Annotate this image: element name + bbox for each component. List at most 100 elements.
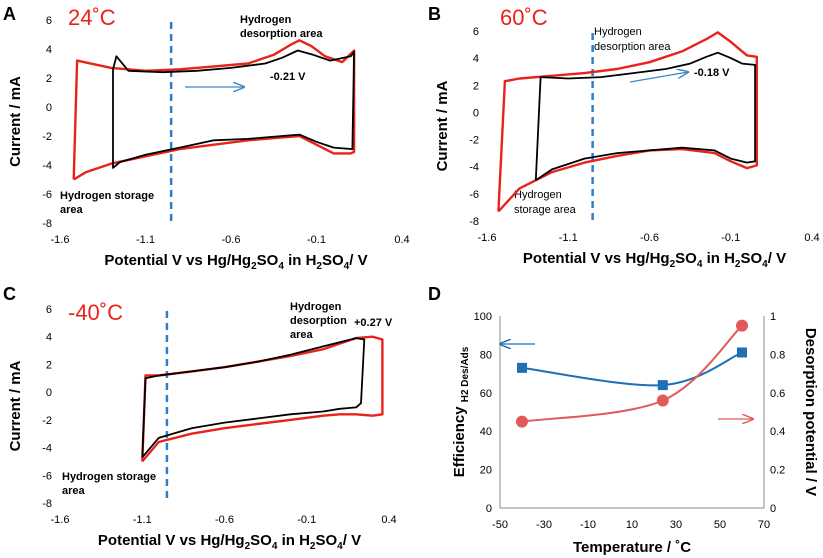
panel-label-d: D [428, 284, 441, 304]
x-tick-label: -10 [580, 519, 596, 531]
x-tick-label: -0.6 [222, 234, 241, 246]
axis-title-part: Potential V vs Hg/Hg [523, 250, 670, 267]
axis-title-part: Potential V vs Hg/Hg [104, 252, 251, 269]
panel-a: 24˚C Hydrogen desorption area -0.21 V Hy… [7, 5, 410, 272]
y-tick-label: 2 [473, 80, 479, 92]
y-tick-label: 2 [46, 73, 52, 85]
axis-title-part: SO [675, 250, 697, 267]
x-tick-label: -1.6 [478, 232, 497, 244]
storage-annotation-line2: storage area [514, 204, 577, 216]
desorption-potential-marker [736, 319, 748, 332]
y-tick-label: -8 [42, 218, 52, 230]
axis-title-part: 4 [337, 541, 343, 552]
left-y-tick-label: 80 [480, 349, 492, 361]
axis-title-part: 2 [245, 541, 251, 552]
desorption-annotation-line1: Hydrogen [290, 301, 342, 313]
peak-potential-label: -0.18 V [694, 67, 730, 79]
axis-title-part: / V [349, 252, 367, 269]
axis-title-part: Potential V vs Hg/Hg [98, 532, 245, 549]
right-y-axis-title: Desorption potential / V [802, 328, 819, 496]
right-y-tick-label: 0.8 [770, 349, 785, 361]
panel-label-b: B [428, 4, 441, 24]
temperature-label: -40˚C [68, 300, 123, 325]
x-axis-title: Potential V vs Hg/Hg2SO4 in H2SO4/ V [523, 250, 786, 270]
temperature-label: 60˚C [500, 5, 548, 30]
y-axis-title: Current / mA [7, 76, 24, 167]
x-tick-label: -1.6 [51, 234, 70, 246]
desorption-annotation-line2: desorption [290, 315, 347, 327]
x-tick-label: -0.1 [307, 234, 326, 246]
axis-title-part: SO [250, 532, 272, 549]
efficiency-marker [517, 362, 527, 373]
y-tick-label: -2 [469, 135, 479, 147]
peak-potential-label: -0.21 V [270, 71, 306, 83]
axis-title-part: / V [768, 250, 786, 267]
storage-annotation-line2: area [62, 485, 86, 497]
desorption-annotation-line3: area [290, 329, 314, 341]
x-tick-label: -0.6 [640, 232, 659, 244]
axis-title-subscript: H2 Des/Ads [460, 346, 471, 402]
axis-title-part: 4 [272, 541, 278, 552]
y-tick-label: -8 [42, 498, 52, 510]
x-tick-label: -0.1 [721, 232, 740, 244]
cv-curve-black [534, 51, 756, 182]
cv-curve-black [112, 49, 355, 169]
storage-annotation-line1: Hydrogen storage [62, 471, 156, 483]
left-y-tick-label: 0 [486, 503, 492, 515]
right-y-tick-label: 0.4 [770, 426, 785, 438]
y-tick-label: 6 [473, 26, 479, 38]
axis-title-part: / V [343, 532, 361, 549]
scan-direction-arrow [629, 72, 688, 83]
storage-annotation-line1: Hydrogen [514, 189, 562, 201]
y-tick-label: 4 [46, 44, 52, 56]
panel-label-c: C [3, 284, 16, 304]
right-y-tick-label: 0 [770, 503, 776, 515]
right-y-tick-label: 1 [770, 311, 776, 323]
desorption-annotation-line1: Hydrogen [240, 14, 292, 26]
x-tick-label: 0.4 [394, 234, 409, 246]
y-axis-title: Current / mA [434, 80, 451, 171]
y-tick-label: -6 [42, 189, 52, 201]
y-tick-label: -6 [469, 189, 479, 201]
axis-title-part: 2 [735, 259, 741, 270]
axis-title-part: 2 [251, 261, 257, 272]
efficiency-marker [657, 380, 668, 391]
panel-label-a: A [3, 4, 16, 24]
x-tick-label: 0.4 [381, 514, 396, 526]
axis-title-part: 2 [310, 541, 316, 552]
left-y-axis-title: Efficiency H2 Des/Ads [451, 346, 471, 477]
panel-d: 0 20 40 60 80 100 0 0.2 0.4 0.6 0.8 1 -50 -30 -10 10 30 5… [451, 311, 819, 556]
x-tick-label: 70 [758, 519, 770, 531]
x-axis-title: Temperature / ˚C [573, 539, 691, 556]
y-tick-label: -4 [42, 443, 52, 455]
right-y-tick-label: 0.2 [770, 465, 785, 477]
x-tick-label: 30 [670, 519, 682, 531]
y-tick-label: -4 [469, 162, 479, 174]
right-y-tick-label: 0.6 [770, 388, 785, 400]
cv-curve-red [497, 31, 758, 213]
x-tick-label: -1.1 [559, 232, 578, 244]
x-tick-label: -0.6 [215, 514, 234, 526]
desorption-annotation-line1: Hydrogen [594, 26, 642, 38]
y-tick-label: 0 [46, 102, 52, 114]
y-tick-label: 0 [46, 387, 52, 399]
y-tick-label: 6 [46, 15, 52, 27]
y-tick-label: -2 [42, 415, 52, 427]
axis-title-part: SO [257, 252, 279, 269]
left-y-tick-label: 100 [474, 311, 492, 323]
y-axis-title: Current / mA [7, 360, 24, 451]
x-axis-title: Potential V vs Hg/Hg2SO4 in H2SO4/ V [104, 252, 367, 272]
x-tick-label: -1.1 [133, 514, 152, 526]
axis-title-part: 2 [670, 259, 676, 270]
cv-curve-black [141, 337, 366, 458]
y-tick-label: -2 [42, 131, 52, 143]
axis-title-part: SO [315, 532, 337, 549]
x-tick-label: 50 [714, 519, 726, 531]
panel-b: 60˚C Hydrogen desorption area -0.18 V Hy… [434, 5, 820, 270]
left-y-tick-label: 40 [480, 426, 492, 438]
axis-title-part: 4 [344, 261, 350, 272]
desorption-annotation-line2: desorption area [594, 41, 671, 53]
desorption-potential-marker [656, 394, 669, 407]
cv-curve-red [141, 335, 384, 463]
